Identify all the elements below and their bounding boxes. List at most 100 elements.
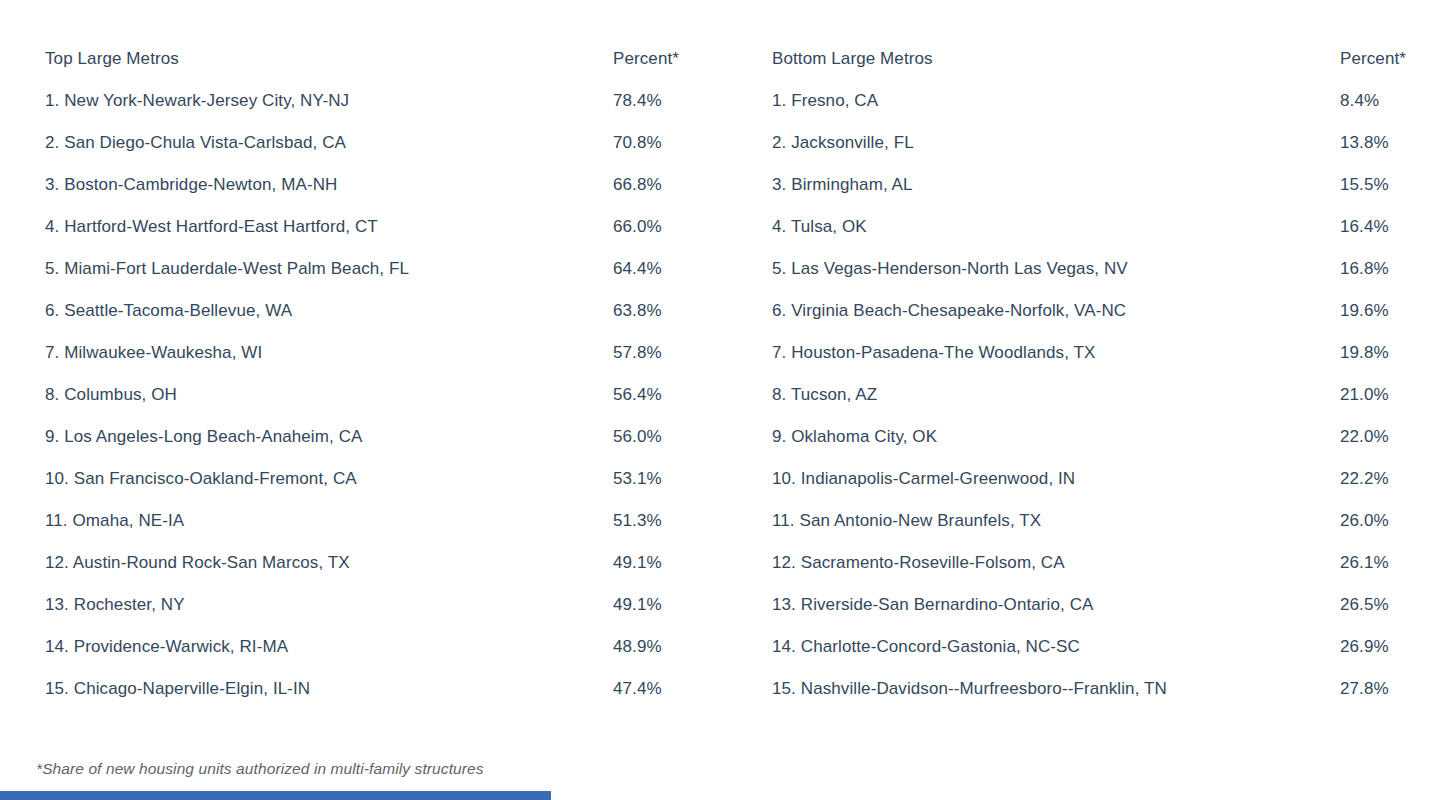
metro-label: 7. Houston-Pasadena-The Woodlands, TX [772, 343, 1340, 363]
percent-value: 16.4% [1340, 217, 1392, 237]
metro-label: 1. Fresno, CA [772, 91, 1340, 111]
table-row: 13. Rochester, NY49.1% [45, 584, 665, 626]
percent-value: 57.8% [613, 343, 665, 363]
metro-label: 6. Virginia Beach-Chesapeake-Norfolk, VA… [772, 301, 1340, 321]
percent-value: 21.0% [1340, 385, 1392, 405]
table-rows: 1. New York-Newark-Jersey City, NY-NJ78.… [45, 80, 665, 710]
table-row: 1. Fresno, CA8.4% [772, 80, 1392, 122]
percent-value: 78.4% [613, 91, 665, 111]
percent-value: 48.9% [613, 637, 665, 657]
table-rows: 1. Fresno, CA8.4%2. Jacksonville, FL13.8… [772, 80, 1392, 710]
table-row: 10. San Francisco-Oakland-Fremont, CA53.… [45, 458, 665, 500]
metro-label: 4. Hartford-West Hartford-East Hartford,… [45, 217, 613, 237]
metro-label: 6. Seattle-Tacoma-Bellevue, WA [45, 301, 613, 321]
table-row: 4. Tulsa, OK16.4% [772, 206, 1392, 248]
percent-value: 26.1% [1340, 553, 1392, 573]
table-row: 7. Houston-Pasadena-The Woodlands, TX19.… [772, 332, 1392, 374]
metro-label: 12. Sacramento-Roseville-Folsom, CA [772, 553, 1340, 573]
accent-bar [0, 791, 551, 800]
metro-label: 5. Las Vegas-Henderson-North Las Vegas, … [772, 259, 1340, 279]
metro-label: 2. San Diego-Chula Vista-Carlsbad, CA [45, 133, 613, 153]
percent-value: 26.9% [1340, 637, 1392, 657]
metro-label: 8. Tucson, AZ [772, 385, 1340, 405]
metro-label: 9. Oklahoma City, OK [772, 427, 1340, 447]
percent-value: 70.8% [613, 133, 665, 153]
footnote: *Share of new housing units authorized i… [36, 760, 484, 778]
percent-value: 66.8% [613, 175, 665, 195]
metro-label: 13. Riverside-San Bernardino-Ontario, CA [772, 595, 1340, 615]
metro-label: 11. Omaha, NE-IA [45, 511, 613, 531]
percent-value: 64.4% [613, 259, 665, 279]
table-row: 12. Sacramento-Roseville-Folsom, CA26.1% [772, 542, 1392, 584]
table-header-row: Bottom Large Metros Percent* [772, 38, 1392, 80]
table-row: 6. Seattle-Tacoma-Bellevue, WA63.8% [45, 290, 665, 332]
table-header-row: Top Large Metros Percent* [45, 38, 665, 80]
table-row: 14. Providence-Warwick, RI-MA48.9% [45, 626, 665, 668]
percent-value: 8.4% [1340, 91, 1392, 111]
tables-container: Top Large Metros Percent* 1. New York-Ne… [0, 0, 1450, 710]
table-row: 2. Jacksonville, FL13.8% [772, 122, 1392, 164]
metro-label: 1. New York-Newark-Jersey City, NY-NJ [45, 91, 613, 111]
percent-value: 22.2% [1340, 469, 1392, 489]
metro-label: 14. Charlotte-Concord-Gastonia, NC-SC [772, 637, 1340, 657]
percent-value: 49.1% [613, 595, 665, 615]
metro-label: 4. Tulsa, OK [772, 217, 1340, 237]
table-row: 4. Hartford-West Hartford-East Hartford,… [45, 206, 665, 248]
metro-label: 12. Austin-Round Rock-San Marcos, TX [45, 553, 613, 573]
percent-value: 26.0% [1340, 511, 1392, 531]
metro-label: 3. Birmingham, AL [772, 175, 1340, 195]
table-row: 6. Virginia Beach-Chesapeake-Norfolk, VA… [772, 290, 1392, 332]
percent-value: 56.0% [613, 427, 665, 447]
table-row: 5. Miami-Fort Lauderdale-West Palm Beach… [45, 248, 665, 290]
percent-column-header: Percent* [1340, 49, 1406, 69]
metro-label: 15. Nashville-Davidson--Murfreesboro--Fr… [772, 679, 1340, 699]
metro-label: 9. Los Angeles-Long Beach-Anaheim, CA [45, 427, 613, 447]
percent-value: 19.8% [1340, 343, 1392, 363]
percent-value: 51.3% [613, 511, 665, 531]
metro-label: 14. Providence-Warwick, RI-MA [45, 637, 613, 657]
percent-column-header: Percent* [613, 49, 679, 69]
metro-label: 10. Indianapolis-Carmel-Greenwood, IN [772, 469, 1340, 489]
bottom-large-metros-table: Bottom Large Metros Percent* 1. Fresno, … [772, 38, 1392, 710]
metro-label: 13. Rochester, NY [45, 595, 613, 615]
table-title: Top Large Metros [45, 49, 613, 69]
table-row: 3. Boston-Cambridge-Newton, MA-NH66.8% [45, 164, 665, 206]
percent-value: 19.6% [1340, 301, 1392, 321]
percent-value: 15.5% [1340, 175, 1392, 195]
table-row: 9. Oklahoma City, OK22.0% [772, 416, 1392, 458]
metro-label: 8. Columbus, OH [45, 385, 613, 405]
table-row: 7. Milwaukee-Waukesha, WI57.8% [45, 332, 665, 374]
percent-value: 22.0% [1340, 427, 1392, 447]
table-row: 15. Chicago-Naperville-Elgin, IL-IN47.4% [45, 668, 665, 710]
percent-value: 13.8% [1340, 133, 1392, 153]
metro-label: 7. Milwaukee-Waukesha, WI [45, 343, 613, 363]
percent-value: 47.4% [613, 679, 665, 699]
percent-value: 66.0% [613, 217, 665, 237]
percent-value: 63.8% [613, 301, 665, 321]
table-row: 13. Riverside-San Bernardino-Ontario, CA… [772, 584, 1392, 626]
metro-label: 10. San Francisco-Oakland-Fremont, CA [45, 469, 613, 489]
table-row: 10. Indianapolis-Carmel-Greenwood, IN22.… [772, 458, 1392, 500]
table-row: 14. Charlotte-Concord-Gastonia, NC-SC26.… [772, 626, 1392, 668]
table-row: 2. San Diego-Chula Vista-Carlsbad, CA70.… [45, 122, 665, 164]
metro-label: 15. Chicago-Naperville-Elgin, IL-IN [45, 679, 613, 699]
percent-value: 26.5% [1340, 595, 1392, 615]
table-row: 8. Columbus, OH56.4% [45, 374, 665, 416]
metros-multifamily-infographic: Top Large Metros Percent* 1. New York-Ne… [0, 0, 1450, 800]
table-row: 11. San Antonio-New Braunfels, TX26.0% [772, 500, 1392, 542]
percent-value: 56.4% [613, 385, 665, 405]
table-row: 9. Los Angeles-Long Beach-Anaheim, CA56.… [45, 416, 665, 458]
metro-label: 5. Miami-Fort Lauderdale-West Palm Beach… [45, 259, 613, 279]
metro-label: 11. San Antonio-New Braunfels, TX [772, 511, 1340, 531]
table-row: 15. Nashville-Davidson--Murfreesboro--Fr… [772, 668, 1392, 710]
metro-label: 2. Jacksonville, FL [772, 133, 1340, 153]
table-row: 8. Tucson, AZ21.0% [772, 374, 1392, 416]
metro-label: 3. Boston-Cambridge-Newton, MA-NH [45, 175, 613, 195]
table-title: Bottom Large Metros [772, 49, 1340, 69]
table-row: 12. Austin-Round Rock-San Marcos, TX49.1… [45, 542, 665, 584]
table-row: 11. Omaha, NE-IA51.3% [45, 500, 665, 542]
percent-value: 53.1% [613, 469, 665, 489]
table-row: 3. Birmingham, AL15.5% [772, 164, 1392, 206]
table-row: 1. New York-Newark-Jersey City, NY-NJ78.… [45, 80, 665, 122]
top-large-metros-table: Top Large Metros Percent* 1. New York-Ne… [45, 38, 665, 710]
